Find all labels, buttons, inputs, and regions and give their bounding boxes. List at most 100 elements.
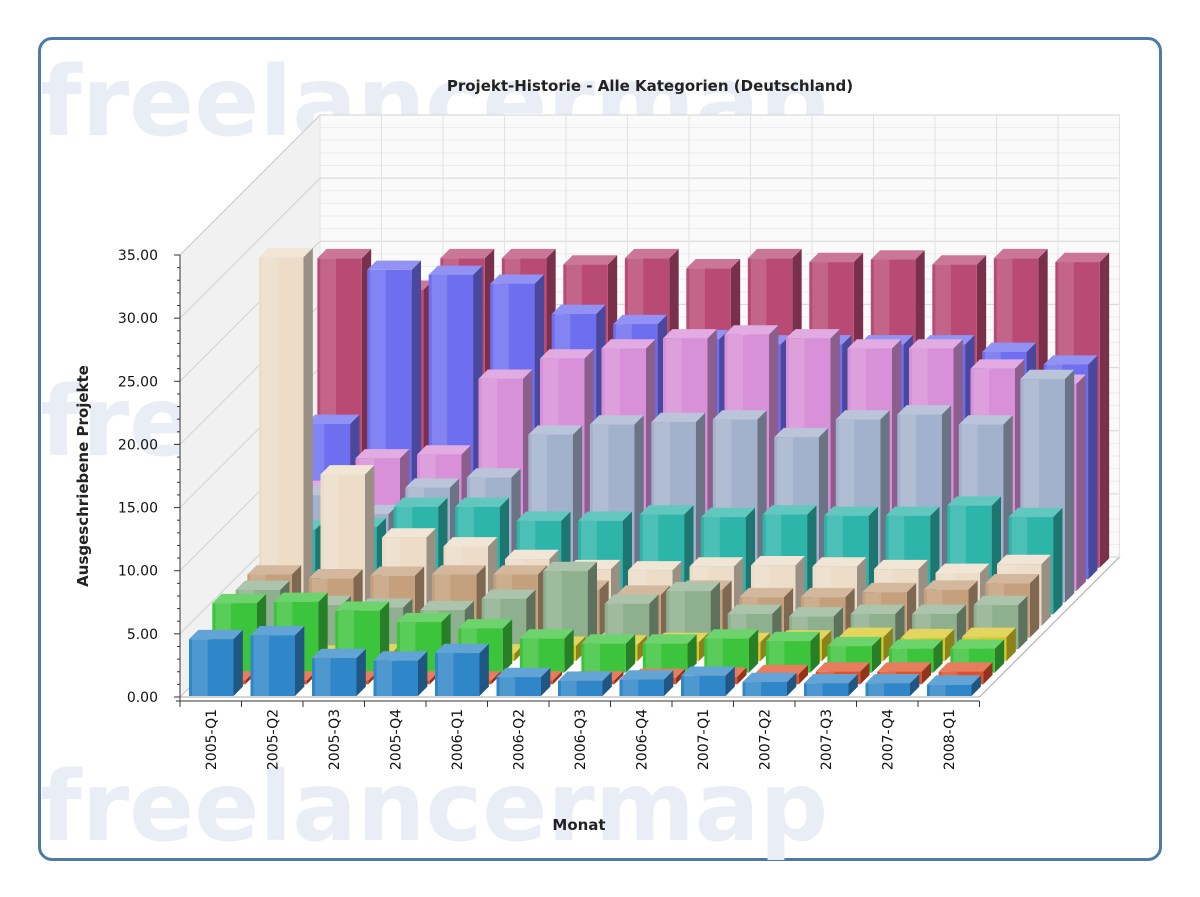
bar-front [927,684,972,696]
bar [189,629,243,696]
bar-top [455,497,509,507]
bar-side [994,639,1005,673]
x-tick-label: 2006-Q1 [450,709,466,770]
bar-top [393,497,448,507]
bar-side [479,643,489,696]
bar-top [681,666,735,676]
bar-top [847,339,902,349]
bar-top [786,329,840,339]
bar-top [765,631,820,642]
bar-top [742,672,797,683]
bar [558,671,612,696]
bar-top [481,589,536,599]
bar [496,667,551,696]
bar-top [993,248,1048,259]
y-axis-label: Ausgeschriebene Projekte [74,365,92,587]
bar-side [971,675,981,696]
bar-top [1055,252,1110,263]
bar-top [312,648,366,659]
bar-top [624,248,679,259]
bar-top [666,581,720,592]
bar-front [558,680,603,696]
bar-side [798,664,808,685]
bar-top [543,561,597,572]
bar-top [417,445,471,455]
bar-top [754,664,808,675]
bar-side [602,671,612,696]
bar-top [628,561,682,571]
bar-side [921,662,931,685]
bar-top [815,662,870,672]
bar-side [637,635,647,661]
bar-top [420,600,474,611]
bar-side [233,629,243,696]
bar-top [382,528,436,538]
bar-top [1020,369,1075,380]
bar-side [541,667,551,696]
bar-top [516,511,571,521]
bar-top [405,478,460,488]
bar-highlight [584,643,600,673]
bar-top [762,505,817,515]
bar-top [273,592,328,602]
bar-top [962,627,1016,638]
bar-top [396,612,451,623]
bar-side [502,619,513,673]
bar-top [642,634,697,644]
bar-top [704,629,759,639]
bar [435,643,489,696]
bar-side [552,671,562,685]
y-tick-label: 20.00 [118,437,158,453]
bar-top [305,414,360,425]
bar-side [1088,355,1098,580]
bar-top [505,549,559,560]
x-tick-label: 2006-Q3 [573,709,589,770]
bar-side [418,651,428,696]
bar-top [1043,355,1098,365]
bar-front [581,643,626,673]
bar-top [909,339,963,349]
bar-side [1076,374,1086,591]
bar-top [727,604,782,614]
bar-highlight [192,639,208,696]
bar-top [496,667,551,678]
bar-top [212,593,267,604]
bar-front [642,643,688,673]
bar [373,651,428,696]
bar [681,666,735,696]
bar-top [862,582,917,593]
bar-highlight [707,638,723,673]
x-tick-label: 2007-Q4 [880,709,896,770]
bar-top [558,671,612,681]
bar-side [933,639,943,673]
bar-top [812,557,867,567]
bar-highlight [315,658,331,696]
x-tick-label: 2005-Q1 [204,709,220,770]
x-tick-label: 2005-Q3 [327,709,343,770]
bar-front [519,638,565,673]
bar-side [303,247,313,626]
y-tick-label: 15.00 [118,501,158,517]
bar-top [490,274,544,284]
bar-highlight [262,257,278,626]
bar-top [997,554,1051,565]
bar-side [491,671,501,685]
bar-top [912,604,966,614]
bar-side [664,670,674,696]
bar-highlight [807,683,823,696]
bar-top [935,563,990,573]
bar-top [850,604,905,614]
bar-top [478,369,533,379]
y-tick-label: 30.00 [118,311,158,327]
bar-top [885,506,940,516]
x-tick-label: 2007-Q2 [757,709,773,770]
bar-top [739,587,794,598]
bar-side [675,668,685,685]
bar-top [317,248,372,259]
bar-side [1006,627,1016,661]
bar-top [443,537,498,547]
axes: 0.00 5.00 10.00 15.00 20.00 25.00 30.00 35.00 20… [118,248,980,770]
y-tick-label: 5.00 [127,627,158,643]
bar-top [874,559,928,570]
bar-top [604,594,659,604]
